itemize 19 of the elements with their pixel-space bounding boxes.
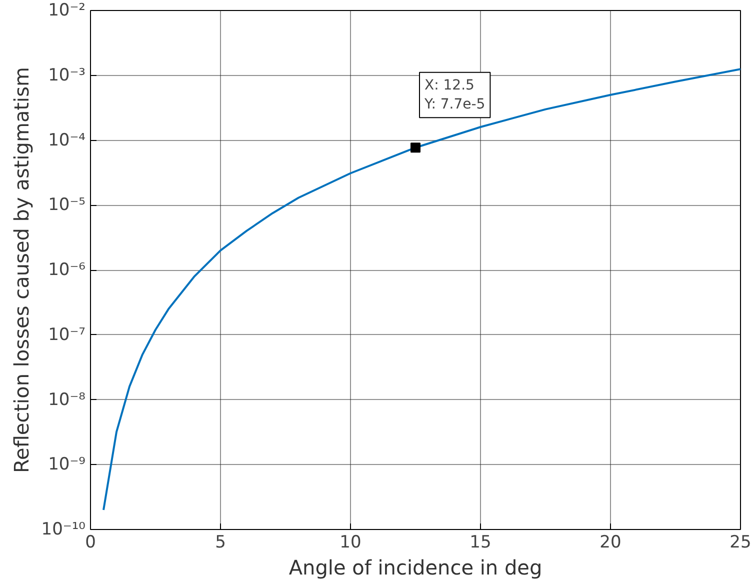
- x-axis-title: Angle of incidence in deg: [288, 556, 542, 580]
- line-series: [102, 68, 740, 511]
- y-axis-title: Reflection losses caused by astigmatism: [9, 66, 34, 473]
- y-tick-label: 10⁻³: [48, 65, 86, 86]
- y-tick-label: 10⁻¹⁰: [41, 520, 86, 540]
- y-tick-label: 10⁻⁹: [48, 454, 86, 475]
- annotation: X: 12.5 Y: 7.7e-5: [424, 77, 486, 113]
- y-tick-label: 10⁻⁵: [48, 195, 86, 216]
- x-tick-label: 20: [600, 532, 622, 552]
- y-tick-label: 10⁻⁶: [48, 260, 86, 280]
- y-tick-label: 10⁻⁸: [48, 390, 86, 410]
- x-tick-label: 0: [85, 532, 96, 552]
- y-tick-label: 10⁻²: [48, 0, 86, 20]
- x-tick-label: 5: [215, 532, 226, 552]
- x-tick-label: 15: [470, 532, 492, 552]
- y-tick-label: 10⁻⁴: [48, 130, 86, 150]
- y-tick-label: 10⁻⁷: [48, 324, 86, 345]
- x-tick-label: 10: [340, 532, 362, 552]
- x-tick-label: 25: [730, 532, 752, 552]
